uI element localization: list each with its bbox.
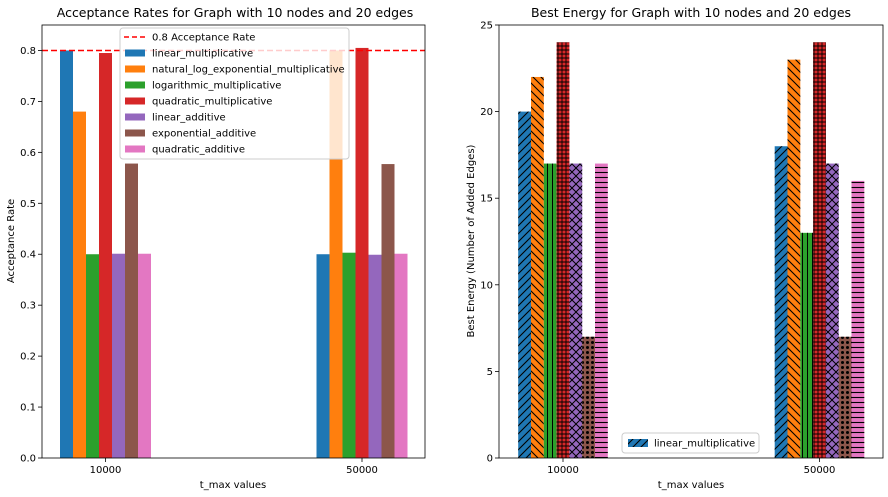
y-tick-label: 0.4	[20, 250, 36, 261]
bars	[60, 47, 408, 459]
legend-swatch-logarithmic-multiplicative	[125, 81, 145, 89]
legend-label-quadratic-additive: quadratic_additive	[152, 145, 245, 156]
y-tick-label: 0.8	[20, 46, 36, 57]
x-axis-ticks: 10000 50000	[90, 458, 378, 476]
bars	[518, 42, 865, 459]
legend-swatch-hatch	[628, 439, 648, 447]
plot-frame	[41, 24, 426, 459]
bar-hatch-exponential-additive-10000	[582, 336, 595, 458]
legend-swatch-quadratic-multiplicative	[125, 97, 145, 105]
legend-swatch-quadratic-additive	[125, 145, 145, 153]
legend-swatch-exponential-additive	[125, 129, 145, 137]
legend-swatch-linear-multiplicative	[125, 49, 145, 57]
legend: linear_multiplicative	[621, 432, 760, 454]
bar-hatch-linear-multiplicative-50000	[774, 146, 788, 459]
legend-frame	[621, 432, 760, 454]
y-tick-label: 5	[487, 367, 493, 378]
y-axis-ticks: 0.0 0.1 0.2 0.3 0.4 0.5 0.6 0.7 0.8	[20, 46, 42, 465]
acceptance-rate-chart: Acceptance Rates for Graph with 10 nodes…	[6, 5, 426, 491]
y-tick-label: 0.0	[20, 454, 36, 465]
bar-quadratic-multiplicative-50000	[355, 47, 369, 459]
x-axis-label: t_max values	[658, 480, 724, 491]
bar-linear-additive-50000	[368, 254, 382, 458]
y-tick-label: 0.1	[20, 403, 36, 414]
legend-label-exponential-additive: exponential_additive	[152, 129, 256, 140]
x-axis-ticks: 10000 50000	[547, 458, 835, 476]
x-tick-label: 10000	[90, 465, 122, 476]
bar-hatch-natural-log-exponential-multiplicative-50000	[787, 59, 801, 458]
bar-quadratic-additive-50000	[394, 253, 408, 458]
bar-hatch-quadratic-additive-10000	[595, 163, 608, 458]
chart-title: Best Energy for Graph with 10 nodes and …	[531, 5, 851, 20]
x-axis-label: t_max values	[200, 480, 266, 491]
y-tick-label: 25	[480, 21, 493, 32]
bar-hatch-natural-log-exponential-multiplicative-10000	[531, 76, 544, 459]
bar-hatch-logarithmic-multiplicative-10000	[543, 163, 557, 458]
bar-linear-multiplicative-50000	[316, 254, 330, 458]
bar-exponential-additive-10000	[125, 163, 138, 458]
y-axis-ticks: 0 5 10 15 20 25	[480, 21, 499, 465]
bar-natural-log-exponential-multiplicative-10000	[73, 111, 86, 458]
legend-label-linear-multiplicative: linear_multiplicative	[152, 49, 253, 60]
legend-swatch-natural-log-exponential-multiplicative	[125, 65, 145, 73]
bar-logarithmic-multiplicative-10000	[86, 254, 99, 458]
bar-logarithmic-multiplicative-50000	[342, 252, 356, 458]
bar-hatch-quadratic-multiplicative-50000	[813, 42, 826, 458]
bar-linear-additive-10000	[112, 253, 125, 458]
legend-label-linear-multiplicative: linear_multiplicative	[654, 439, 755, 450]
y-tick-label: 0.3	[20, 301, 36, 312]
plot-frame	[498, 24, 884, 459]
bar-hatch-quadratic-additive-50000	[851, 180, 865, 458]
bar-exponential-additive-50000	[381, 164, 395, 459]
legend: 0.8 Acceptance Rate linear_multiplicative…	[119, 27, 350, 160]
best-energy-chart: Best Energy for Graph with 10 nodes and …	[466, 5, 884, 491]
bar-hatch-quadratic-multiplicative-10000	[556, 42, 570, 458]
legend-label-quadratic-multiplicative: quadratic_multiplicative	[152, 97, 272, 108]
bar-quadratic-additive-10000	[138, 253, 151, 458]
bar-linear-multiplicative-10000	[60, 50, 73, 459]
legend-label-linear-additive: linear_additive	[152, 113, 226, 124]
legend-label-reference-line: 0.8 Acceptance Rate	[152, 33, 255, 44]
y-axis-label: Best Energy (Number of Added Edges)	[466, 144, 477, 337]
legend-label-natural-log-exponential-multiplicative: natural_log_exponential_multiplicative	[152, 65, 345, 76]
bar-hatch-exponential-additive-50000	[838, 336, 852, 458]
y-tick-label: 0.7	[20, 97, 36, 108]
legend-label-logarithmic-multiplicative: logarithmic_multiplicative	[152, 81, 281, 92]
y-tick-label: 0.5	[20, 199, 36, 210]
bar-hatch-linear-multiplicative-10000	[518, 111, 531, 458]
y-tick-label: 20	[480, 107, 493, 118]
y-tick-label: 0	[487, 454, 493, 465]
y-tick-label: 15	[480, 194, 493, 205]
x-tick-label: 50000	[804, 465, 836, 476]
x-tick-label: 10000	[547, 465, 579, 476]
bar-hatch-linear-additive-10000	[569, 163, 583, 458]
y-tick-label: 0.2	[20, 352, 36, 363]
bar-hatch-logarithmic-multiplicative-50000	[800, 232, 814, 458]
y-tick-label: 0.6	[20, 148, 36, 159]
bar-hatch-linear-additive-50000	[825, 163, 839, 458]
y-tick-label: 10	[480, 280, 493, 291]
chart-title: Acceptance Rates for Graph with 10 nodes…	[57, 5, 414, 20]
x-tick-label: 50000	[346, 465, 378, 476]
bar-quadratic-multiplicative-10000	[99, 53, 112, 459]
legend-swatch-linear-additive	[125, 113, 145, 121]
y-axis-label: Acceptance Rate	[6, 199, 17, 283]
legend-frame	[119, 27, 350, 160]
